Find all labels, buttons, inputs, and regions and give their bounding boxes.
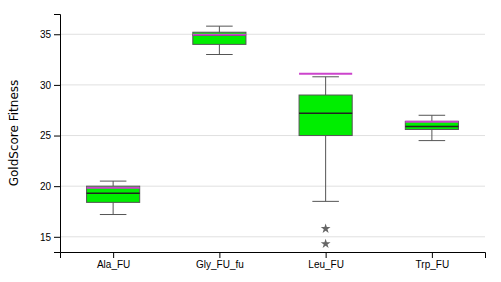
x-tick: Trp_FU — [416, 252, 450, 270]
y-tick: 25 — [40, 130, 60, 141]
median — [87, 193, 140, 195]
y-tick: 15 — [40, 232, 60, 243]
median — [299, 113, 352, 115]
x-tick: Leu_FU — [308, 252, 344, 270]
x-axis: Ala_FU Gly_FU_fu Leu_FU Trp_FU — [61, 252, 486, 270]
y-tick-label: 15 — [40, 232, 52, 243]
x-axis-line — [61, 253, 486, 259]
box — [193, 32, 246, 44]
grid-line — [60, 34, 485, 35]
x-tick-mark — [219, 252, 220, 258]
y-tick-label: 30 — [40, 80, 52, 91]
hline — [87, 187, 140, 189]
whisker-cap — [419, 140, 446, 141]
y-axis-line — [54, 15, 61, 253]
y-tick: 20 — [40, 181, 60, 192]
whisker-cap — [419, 115, 446, 116]
median — [405, 126, 458, 128]
whisker-cap — [206, 54, 233, 55]
y-tick: 35 — [40, 29, 60, 40]
whisker-cap — [100, 181, 127, 182]
chart: 15 20 25 30 35 Ala_FU Gly_FU_fu Leu_FU Trp_FU Gol… — [0, 0, 501, 282]
x-tick-mark — [432, 252, 433, 258]
grid-line — [60, 135, 485, 136]
whisker — [431, 129, 432, 140]
y-tick-mark — [54, 34, 60, 35]
box — [87, 186, 140, 202]
median — [193, 35, 246, 37]
whisker-cap — [312, 76, 339, 77]
y-tick-mark — [54, 237, 60, 238]
y-axis-title: GoldScore Fitness — [7, 80, 21, 187]
box — [299, 95, 352, 136]
x-tick: Ala_FU — [97, 252, 130, 270]
whisker — [325, 136, 326, 202]
box-group — [405, 115, 458, 140]
whisker — [431, 115, 432, 121]
x-tick-label: Ala_FU — [97, 259, 130, 270]
x-tick-label: Trp_FU — [416, 259, 450, 270]
y-tick-label: 25 — [40, 130, 52, 141]
box-group — [87, 181, 140, 214]
marks — [87, 26, 459, 248]
flier — [321, 239, 331, 248]
whisker-cap — [206, 26, 233, 27]
whisker — [325, 77, 326, 95]
y-tick-label: 35 — [40, 29, 52, 40]
grid — [60, 34, 485, 237]
grid-line — [60, 84, 485, 85]
x-tick-label: Leu_FU — [308, 259, 344, 270]
y-tick: 30 — [40, 80, 60, 91]
x-tick-mark — [113, 252, 114, 258]
whisker-cap — [100, 214, 127, 215]
hline-group — [87, 35, 459, 188]
whisker — [219, 26, 220, 32]
y-axis: 15 20 25 30 35 — [40, 15, 61, 253]
hline — [405, 121, 458, 123]
box — [405, 121, 458, 129]
y-tick-mark — [54, 186, 60, 187]
box-group — [193, 26, 246, 54]
x-tick-label: Gly_FU_fu — [196, 259, 244, 270]
x-tick-mark — [326, 252, 327, 258]
x-tick: Gly_FU_fu — [196, 252, 244, 270]
whisker-cap — [312, 201, 339, 202]
y-tick-label: 20 — [40, 181, 52, 192]
hline — [193, 34, 246, 36]
whisker — [113, 181, 114, 186]
y-tick-mark — [54, 85, 60, 86]
whisker — [113, 202, 114, 214]
plot: 15 20 25 30 35 Ala_FU Gly_FU_fu Leu_FU Trp_FU Gol… — [7, 15, 486, 271]
grid-line — [60, 236, 485, 237]
box-group — [299, 77, 352, 248]
whisker — [219, 44, 220, 54]
y-tick-mark — [54, 136, 60, 137]
hline — [299, 73, 352, 75]
flier — [321, 224, 331, 233]
